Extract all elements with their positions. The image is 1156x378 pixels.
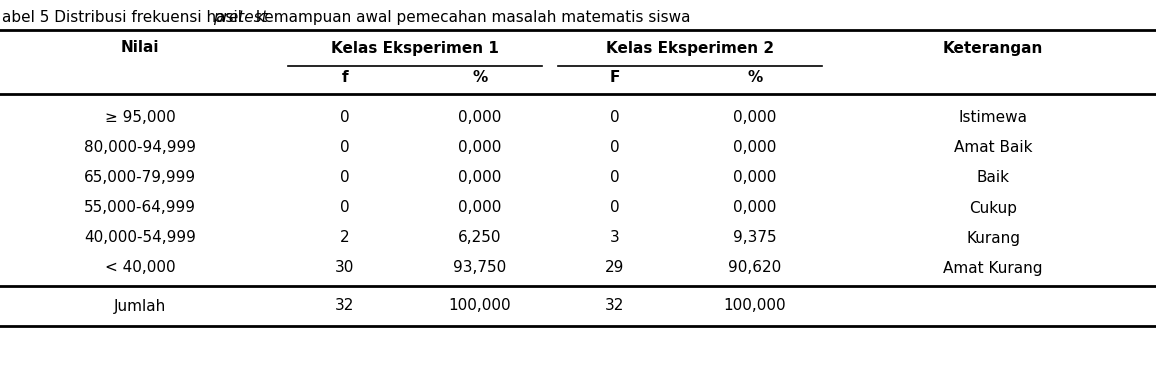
Text: f: f (342, 71, 348, 85)
Text: 30: 30 (335, 260, 355, 276)
Text: Amat Baik: Amat Baik (954, 141, 1032, 155)
Text: 32: 32 (606, 299, 624, 313)
Text: %: % (473, 71, 488, 85)
Text: 0,000: 0,000 (733, 110, 777, 125)
Text: 0,000: 0,000 (733, 200, 777, 215)
Text: 0,000: 0,000 (458, 141, 502, 155)
Text: 29: 29 (606, 260, 624, 276)
Text: Kelas Eksperimen 2: Kelas Eksperimen 2 (606, 40, 775, 56)
Text: 0: 0 (340, 200, 350, 215)
Text: 6,250: 6,250 (458, 231, 502, 245)
Text: 0: 0 (610, 141, 620, 155)
Text: 65,000-79,999: 65,000-79,999 (84, 170, 197, 186)
Text: 0,000: 0,000 (458, 170, 502, 186)
Text: 0: 0 (610, 110, 620, 125)
Text: 55,000-64,999: 55,000-64,999 (84, 200, 197, 215)
Text: 0: 0 (340, 141, 350, 155)
Text: abel 5 Distribusi frekuensi hasil: abel 5 Distribusi frekuensi hasil (2, 10, 247, 25)
Text: Jumlah: Jumlah (114, 299, 166, 313)
Text: 3: 3 (610, 231, 620, 245)
Text: Nilai: Nilai (120, 40, 160, 56)
Text: 80,000-94,999: 80,000-94,999 (84, 141, 197, 155)
Text: 40,000-54,999: 40,000-54,999 (84, 231, 195, 245)
Text: 0,000: 0,000 (458, 200, 502, 215)
Text: 100,000: 100,000 (724, 299, 786, 313)
Text: 0: 0 (340, 110, 350, 125)
Text: Cukup: Cukup (969, 200, 1017, 215)
Text: %: % (748, 71, 763, 85)
Text: kemampuan awal pemecahan masalah matematis siswa: kemampuan awal pemecahan masalah matemat… (251, 10, 690, 25)
Text: 0: 0 (340, 170, 350, 186)
Text: Kurang: Kurang (966, 231, 1020, 245)
Text: 93,750: 93,750 (453, 260, 506, 276)
Text: 100,000: 100,000 (449, 299, 511, 313)
Text: F: F (610, 71, 620, 85)
Text: pretest: pretest (213, 10, 267, 25)
Text: Istimewa: Istimewa (958, 110, 1028, 125)
Text: ≥ 95,000: ≥ 95,000 (105, 110, 176, 125)
Text: 32: 32 (335, 299, 355, 313)
Text: Keterangan: Keterangan (943, 40, 1043, 56)
Text: Amat Kurang: Amat Kurang (943, 260, 1043, 276)
Text: 9,375: 9,375 (733, 231, 777, 245)
Text: 2: 2 (340, 231, 350, 245)
Text: 0,000: 0,000 (458, 110, 502, 125)
Text: Kelas Eksperimen 1: Kelas Eksperimen 1 (331, 40, 499, 56)
Text: 0,000: 0,000 (733, 170, 777, 186)
Text: Baik: Baik (977, 170, 1009, 186)
Text: < 40,000: < 40,000 (105, 260, 176, 276)
Text: 0: 0 (610, 170, 620, 186)
Text: 0: 0 (610, 200, 620, 215)
Text: 90,620: 90,620 (728, 260, 781, 276)
Text: 0,000: 0,000 (733, 141, 777, 155)
